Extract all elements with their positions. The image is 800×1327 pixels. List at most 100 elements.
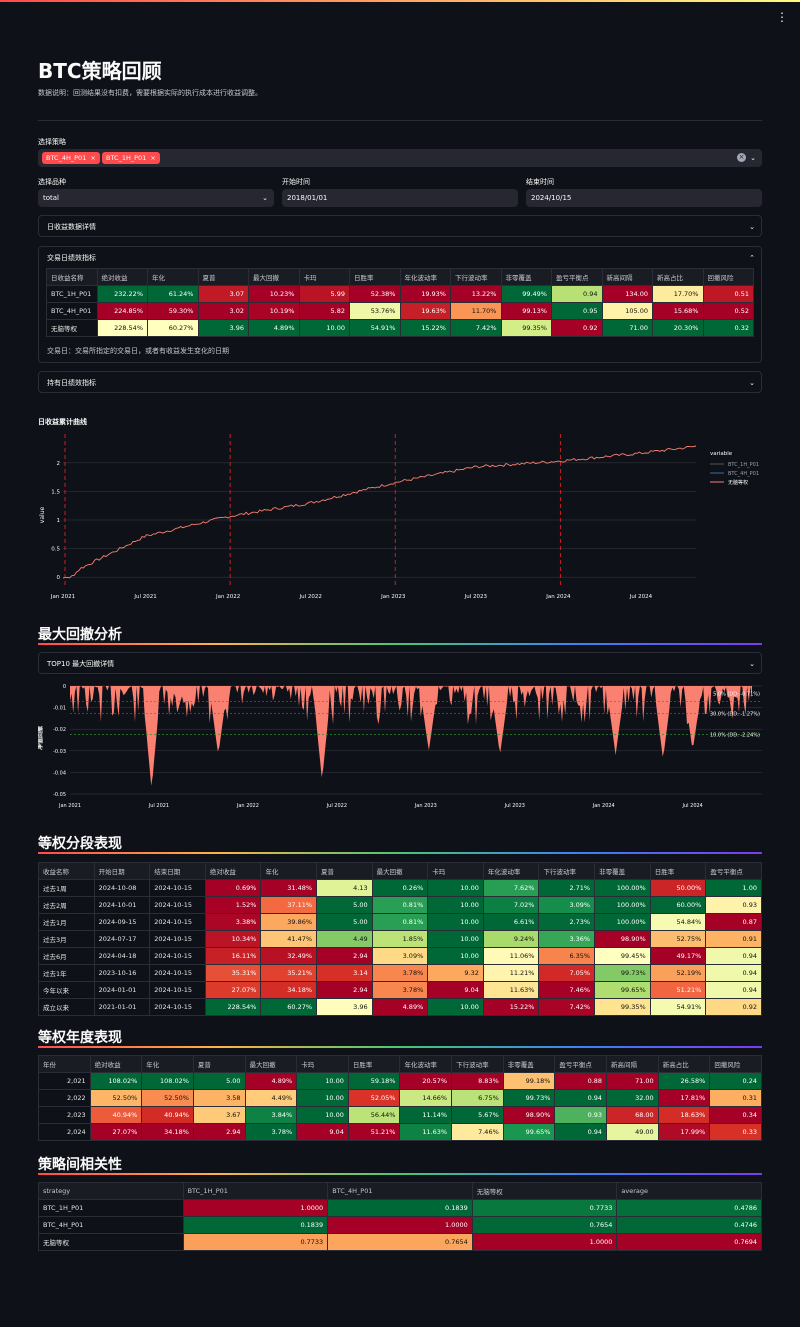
table-cell: 11.63% [482,981,540,999]
column-header[interactable]: BTC_1H_P01 [182,1182,329,1200]
column-header[interactable]: 日胜率 [349,268,401,286]
series-line-equal-weight [62,445,697,579]
column-header[interactable]: 年化波动率 [482,862,540,880]
table-cell: 2.94 [316,947,373,965]
column-header[interactable]: 新高占比 [657,1055,711,1073]
table-cell: 9.24% [482,930,540,948]
column-header[interactable]: 绝对收益 [96,268,148,286]
tag-remove-icon[interactable]: × [90,154,96,162]
table-cell: 9.04 [296,1123,349,1141]
main-menu-icon[interactable]: ⋮ [776,10,788,24]
table-cell: 99.65% [502,1123,556,1141]
x-tick-label: Jul 2024 [629,594,653,600]
column-header[interactable]: 日收益名称 [46,268,98,286]
column-header[interactable]: 下行波动率 [450,268,502,286]
tag-remove-icon[interactable]: × [150,154,156,162]
column-header[interactable]: 新高间隔 [601,268,653,286]
table-cell: 1.0000 [327,1216,473,1234]
table-cell: 0.52 [702,302,754,320]
clear-all-icon[interactable]: × [737,153,746,162]
column-header[interactable]: 最大回撤 [244,1055,298,1073]
column-header[interactable]: 盈亏平衡点 [554,1055,608,1073]
table-cell: 过去3月 [38,930,95,948]
column-header[interactable]: 夏普 [197,268,249,286]
table-cell: 0.32 [702,319,754,337]
table-cell: 51.21% [347,1123,401,1141]
column-header[interactable]: 新高占比 [652,268,704,286]
column-header[interactable]: 日胜率 [347,1055,401,1073]
y-tick-label: 1 [57,518,61,524]
table-cell: 3.02 [197,302,249,320]
expander-hold-metrics[interactable]: 持有日绩效指标 ⌄ [38,371,762,393]
column-header[interactable]: 开始日期 [93,862,151,880]
column-header[interactable]: 年份 [38,1055,91,1073]
column-header[interactable]: 年化 [147,268,199,286]
column-header[interactable]: 夏普 [316,862,373,880]
column-header[interactable]: 非零覆盖 [500,268,552,286]
column-header[interactable]: 绝对收益 [89,1055,143,1073]
column-header[interactable]: 非零覆盖 [594,862,651,880]
table-cell: 54.84% [649,913,707,931]
column-header[interactable]: 结束日期 [149,862,206,880]
table-cell: 过去1年 [38,964,95,982]
start-date-input[interactable]: 2018/01/01 [282,189,518,207]
column-header[interactable]: 回撤风险 [702,268,754,286]
column-header[interactable]: 回撤风险 [709,1055,762,1073]
expander-daily-detail[interactable]: 日收益数据详情 ⌄ [38,215,762,237]
column-header[interactable]: 年化波动率 [399,268,451,286]
column-header[interactable]: 年化波动率 [399,1055,453,1073]
table-cell: 2.73% [538,913,596,931]
table-header-row: 年份 绝对收益 年化 夏普 最大回撤 卡玛 日胜率 年化波动率 下行波动率 非零覆盖 盈亏平衡点 新高… [38,1055,762,1073]
symbol-select[interactable]: total ⌄ [38,189,274,207]
strategy-tag[interactable]: BTC_1H_P01 × [102,152,160,164]
table-cell: 105.00 [601,302,653,320]
table-cell: 0.7654 [327,1233,473,1251]
column-header[interactable]: 卡玛 [427,862,484,880]
column-header[interactable]: 绝对收益 [204,862,262,880]
quantile-label: 30.0% (DD: -1.27%) [710,711,760,717]
tag-label: BTC_1H_P01 [106,154,147,162]
expander-top10[interactable]: TOP10 最大回撤详情 ⌄ [38,652,762,674]
column-header[interactable]: 新高间隔 [606,1055,659,1073]
column-header[interactable]: 最大回撤 [248,268,300,286]
y-axis-label: value [39,506,46,523]
column-header[interactable]: 卡玛 [296,1055,349,1073]
table-cell: 10.34% [204,930,262,948]
table-cell: 2024-04-18 [93,947,151,965]
column-header[interactable]: 年化 [260,862,318,880]
column-header[interactable]: 收益名称 [38,862,95,880]
column-header[interactable]: BTC_4H_P01 [327,1182,473,1200]
table-row: 过去1周 2024-10-08 2024-10-15 0.69% 31.48% 4.13 0… [38,879,762,897]
end-date-input[interactable]: 2024/10/15 [526,189,762,207]
column-header[interactable]: 日胜率 [649,862,707,880]
strategy-multiselect[interactable]: BTC_4H_P01 × BTC_1H_P01 × × ⌄ [38,149,762,167]
chevron-down-icon[interactable]: ⌄ [750,154,756,162]
column-header[interactable]: 无脑等权 [471,1182,618,1200]
table-cell: 0.7733 [471,1199,618,1217]
table-cell: 4.49 [316,930,373,948]
column-header[interactable]: 最大回撤 [371,862,429,880]
column-header[interactable]: 盈亏平衡点 [705,862,762,880]
column-header[interactable]: strategy [38,1182,184,1200]
strategy-tag[interactable]: BTC_4H_P01 × [42,152,100,164]
column-header[interactable]: 下行波动率 [451,1055,504,1073]
column-header[interactable]: 非零覆盖 [502,1055,556,1073]
strategy-label: 选择策略 [38,138,66,146]
section-divider [38,1173,762,1175]
table-cell: 无脑等权 [46,319,98,337]
table-cell: 7.02% [482,896,540,914]
x-tick-label: Jan 2023 [414,803,437,809]
table-cell: 2,023 [38,1106,91,1124]
column-header[interactable]: 卡玛 [298,268,350,286]
expander-trade-metrics[interactable]: 交易日绩效指标 ⌃ 日收益名称 绝对收益 年化 夏普 最大回撤 卡玛 日胜率 年化波动率 下行波… [38,246,762,363]
column-header[interactable]: 盈亏平衡点 [551,268,603,286]
table-cell: 108.02% [141,1072,194,1090]
column-header[interactable]: 下行波动率 [538,862,596,880]
table-cell: 0.87 [705,913,762,931]
x-tick-label: Jan 2021 [50,594,75,600]
column-header[interactable]: average [616,1182,762,1200]
table-cell: 2024-10-15 [149,913,206,931]
column-header[interactable]: 年化 [141,1055,194,1073]
y-tick-label: 2 [57,461,61,467]
column-header[interactable]: 夏普 [192,1055,246,1073]
